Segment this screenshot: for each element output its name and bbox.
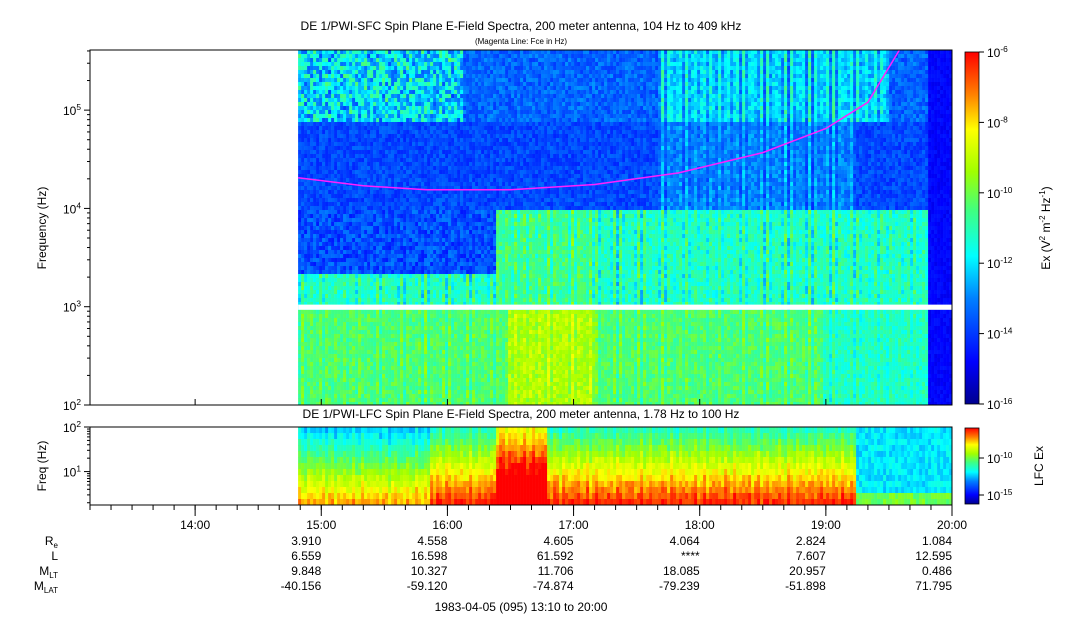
ephemeris-value: 20.957 [789, 564, 826, 578]
lfc-spectrogram-image [298, 427, 952, 505]
time-tick-label: 19:00 [811, 518, 841, 532]
lfc-colorbar-tick-label: 10-15 [987, 487, 1013, 503]
fce-line [298, 49, 901, 191]
lfc-colorbar-label: LFC Ex [1032, 446, 1046, 486]
ephemeris-value: 3.910 [291, 534, 321, 548]
time-tick-label: 15:00 [306, 518, 336, 532]
sfc-colorbar-tick-label: 10-6 [987, 44, 1008, 60]
ephemeris-value: 10.327 [411, 564, 448, 578]
ephemeris-row-label: MLAT [34, 579, 58, 595]
ephemeris-row-label: MLT [39, 564, 58, 580]
ephemeris-value: -40.156 [281, 579, 322, 593]
ephemeris-value: -79.239 [659, 579, 700, 593]
sfc-colorbar-tick-label: 10-16 [987, 396, 1013, 412]
ephemeris-value: 4.558 [417, 534, 447, 548]
lfc-y-tick-label: 101 [63, 464, 81, 480]
ephemeris-value: -51.898 [785, 579, 826, 593]
sfc-gap-band [298, 304, 952, 310]
lfc-colorbar-tick-label: 10-10 [987, 450, 1013, 466]
ephemeris-value: 16.598 [411, 549, 448, 563]
lfc-spectrogram-panel: 101 102 [63, 419, 953, 506]
ephemeris-row-label: L [51, 549, 58, 563]
sfc-spectrogram-image [298, 50, 952, 405]
lfc-y-axis: 101 102 [63, 419, 90, 504]
bottom-panel-title: DE 1/PWI-LFC Spin Plane E-Field Spectra,… [303, 407, 740, 421]
top-panel-title: DE 1/PWI-SFC Spin Plane E-Field Spectra,… [301, 19, 742, 33]
ephemeris-value: 6.559 [291, 549, 321, 563]
ephemeris-value: 18.085 [663, 564, 700, 578]
lfc-y-tick-label: 102 [63, 419, 81, 435]
lfc-colorbar: 10-10 10-15 [964, 427, 1013, 505]
sfc-colorbar-tick-label: 10-8 [987, 114, 1008, 130]
time-tick-label: 17:00 [559, 518, 589, 532]
lfc-y-axis-label: Freq (Hz) [35, 441, 49, 492]
ephemeris-value: 61.592 [537, 549, 574, 563]
time-tick-label: 20:00 [937, 518, 967, 532]
sfc-y-tick-label: 103 [63, 299, 81, 315]
ephemeris-value: 4.064 [670, 534, 700, 548]
ephemeris-table: Re 3.910 4.558 4.605 4.064 2.824 1.084 L 6.559 16… [34, 534, 952, 595]
sfc-colorbar-tick-label: 10-10 [987, 185, 1013, 201]
ephemeris-value: -74.874 [533, 579, 574, 593]
sfc-spectrogram-panel: 102 103 104 105 [63, 49, 953, 413]
ephemeris-value: 0.486 [922, 564, 952, 578]
sfc-colorbar-label: Ex (V2 m-2 Hz-1) [1038, 186, 1053, 269]
sfc-y-axis: 102 103 104 105 [63, 50, 90, 413]
ephemeris-value: 1.084 [922, 534, 952, 548]
sfc-y-tick-label: 102 [63, 397, 81, 413]
ephemeris-value: 71.795 [915, 579, 952, 593]
ephemeris-value: 4.605 [544, 534, 574, 548]
time-tick-label: 18:00 [685, 518, 715, 532]
sfc-y-axis-label: Frequency (Hz) [35, 187, 49, 270]
sfc-y-tick-label: 104 [63, 200, 81, 216]
ephemeris-value: -59.120 [407, 579, 448, 593]
ephemeris-value: 9.848 [291, 564, 321, 578]
ephemeris-row-label: Re [45, 534, 59, 550]
ephemeris-value: 11.706 [538, 564, 574, 578]
ephemeris-value: **** [681, 549, 700, 563]
time-tick-label: 14:00 [180, 518, 210, 532]
time-axis: 14:00 15:00 16:00 17:00 18:00 19:00 20:00 [89, 399, 967, 532]
sfc-colorbar: 10-6 10-8 10-10 10-12 10-14 10-16 [964, 44, 1013, 412]
sfc-y-tick-label: 105 [63, 102, 81, 118]
ephemeris-value: 7.607 [796, 549, 826, 563]
time-tick-label: 16:00 [432, 518, 462, 532]
sfc-colorbar-tick-label: 10-12 [987, 255, 1013, 271]
footer-date-range: 1983-04-05 (095) 13:10 to 20:00 [435, 600, 608, 614]
ephemeris-value: 2.824 [796, 534, 826, 548]
sfc-colorbar-tick-label: 10-14 [987, 326, 1013, 342]
top-panel-subtitle: (Magenta Line: Fce in Hz) [475, 37, 567, 46]
ephemeris-value: 12.595 [915, 549, 952, 563]
